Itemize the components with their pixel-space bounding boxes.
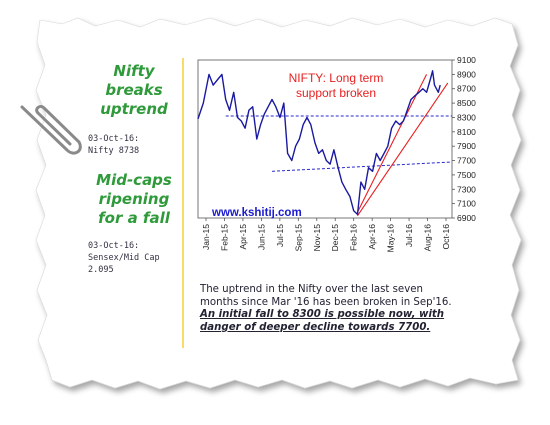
x-tick-label: Sep-15 [293, 224, 303, 252]
y-tick-label: 7100 [457, 199, 476, 209]
support-line [272, 161, 453, 172]
x-tick-label: Jul-15 [275, 224, 285, 247]
commentary-emphasis: An initial fall to 8300 is possible now,… [200, 309, 445, 320]
headline-nifty: Nifty breaks uptrend [88, 62, 180, 119]
x-tick-label: Aug-16 [423, 224, 433, 252]
y-tick-label: 7700 [457, 156, 476, 166]
x-tick-label: Feb-15 [219, 224, 229, 251]
headline-line: Mid-caps [96, 171, 172, 189]
headline-line: for a fall [98, 209, 170, 227]
commentary-line: The uptrend in the Nifty over the last s… [200, 284, 423, 295]
headline-line: breaks [105, 81, 163, 99]
x-tick-label: Nov-15 [312, 224, 322, 252]
headline-midcaps: Mid-caps ripening for a fall [88, 171, 180, 228]
headline-line: ripening [98, 190, 170, 208]
watermark-url: www.kshitij.com [211, 207, 302, 219]
paperclip-icon [20, 105, 82, 155]
value-label: Sensex/Mid Cap [88, 253, 160, 263]
y-tick-label: 6900 [457, 213, 476, 223]
series-line-nifty [197, 70, 441, 216]
x-tick-label: Jun-15 [256, 224, 266, 250]
dateline-nifty: 03-Oct-16: Nifty 8738 [88, 133, 180, 157]
y-tick-label: 8900 [457, 69, 476, 79]
sidebar: Nifty breaks uptrend 03-Oct-16: Nifty 87… [88, 62, 180, 276]
y-tick-label: 9100 [457, 55, 476, 65]
y-tick-label: 8300 [457, 112, 476, 122]
headline-line: uptrend [100, 100, 168, 118]
value-label: 2.095 [88, 265, 114, 275]
trend-line [357, 82, 449, 217]
x-tick-label: Oct-16 [441, 224, 451, 250]
chart-annotation-line: NIFTY: Long term [289, 71, 384, 85]
x-tick-label: Jul-16 [404, 224, 414, 247]
x-tick-label: Feb-16 [349, 224, 359, 251]
x-tick-label: Apr-15 [238, 224, 248, 250]
y-tick-label: 7500 [457, 170, 476, 180]
date-label: 03-Oct-16: [88, 134, 140, 144]
y-tick-label: 7900 [457, 141, 476, 151]
commentary-emphasis: danger of deeper decline towards 7700. [200, 321, 431, 333]
y-tick-label: 8100 [457, 127, 476, 137]
headline-line: Nifty [113, 62, 155, 80]
y-tick-label: 8500 [457, 98, 476, 108]
commentary-line: months since Mar '16 has been broken in … [200, 296, 452, 308]
date-label: 03-Oct-16: [88, 241, 140, 251]
trend-line [356, 74, 428, 213]
dateline-midcaps: 03-Oct-16: Sensex/Mid Cap 2.095 [88, 240, 180, 276]
x-tick-label: Dec-15 [330, 224, 340, 252]
x-tick-label: May-16 [386, 224, 396, 253]
commentary: The uptrend in the Nifty over the last s… [200, 284, 490, 334]
x-tick-label: Apr-16 [367, 224, 377, 250]
x-tick-label: Jan-15 [201, 224, 211, 250]
y-tick-label: 7300 [457, 184, 476, 194]
y-tick-label: 8700 [457, 84, 476, 94]
value-label: Nifty 8738 [88, 146, 140, 156]
chart-annotation-line: support broken [296, 86, 376, 100]
